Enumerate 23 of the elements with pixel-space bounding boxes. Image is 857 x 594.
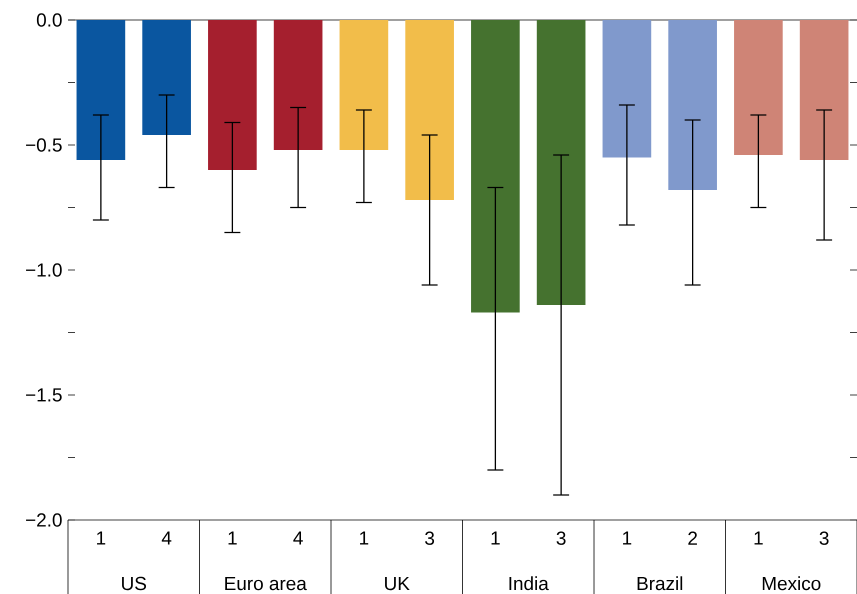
text: UK bbox=[385, 576, 410, 590]
y-tick-label: −1.0 bbox=[26, 263, 62, 277]
x-tick-label: 1 bbox=[492, 532, 500, 545]
x-tick-label: 3 bbox=[556, 532, 566, 545]
y-tick-label: −1.5 bbox=[26, 388, 62, 402]
x-tick-label: 4 bbox=[162, 532, 172, 545]
x-tick-label: 4 bbox=[293, 532, 303, 545]
x-tick-label: 2 bbox=[688, 532, 697, 545]
text: Mexico bbox=[762, 576, 820, 590]
text: Euro area bbox=[225, 576, 307, 590]
y-tick-label: 0.0 bbox=[36, 13, 62, 27]
x-tick-label: 3 bbox=[820, 532, 829, 545]
text: India bbox=[509, 576, 549, 590]
y-tick-label: −2.0 bbox=[26, 513, 62, 527]
x-tick-label: 1 bbox=[97, 532, 106, 545]
x-tick-label: 1 bbox=[754, 532, 763, 545]
x-tick-label: 1 bbox=[228, 532, 237, 545]
text: Brazil bbox=[638, 576, 682, 590]
y-tick-label: −0.5 bbox=[26, 138, 62, 152]
x-tick-label: 1 bbox=[623, 532, 632, 545]
x-tick-label: 3 bbox=[425, 532, 434, 545]
x-tick-label: 1 bbox=[360, 532, 368, 545]
text: US bbox=[122, 576, 146, 590]
